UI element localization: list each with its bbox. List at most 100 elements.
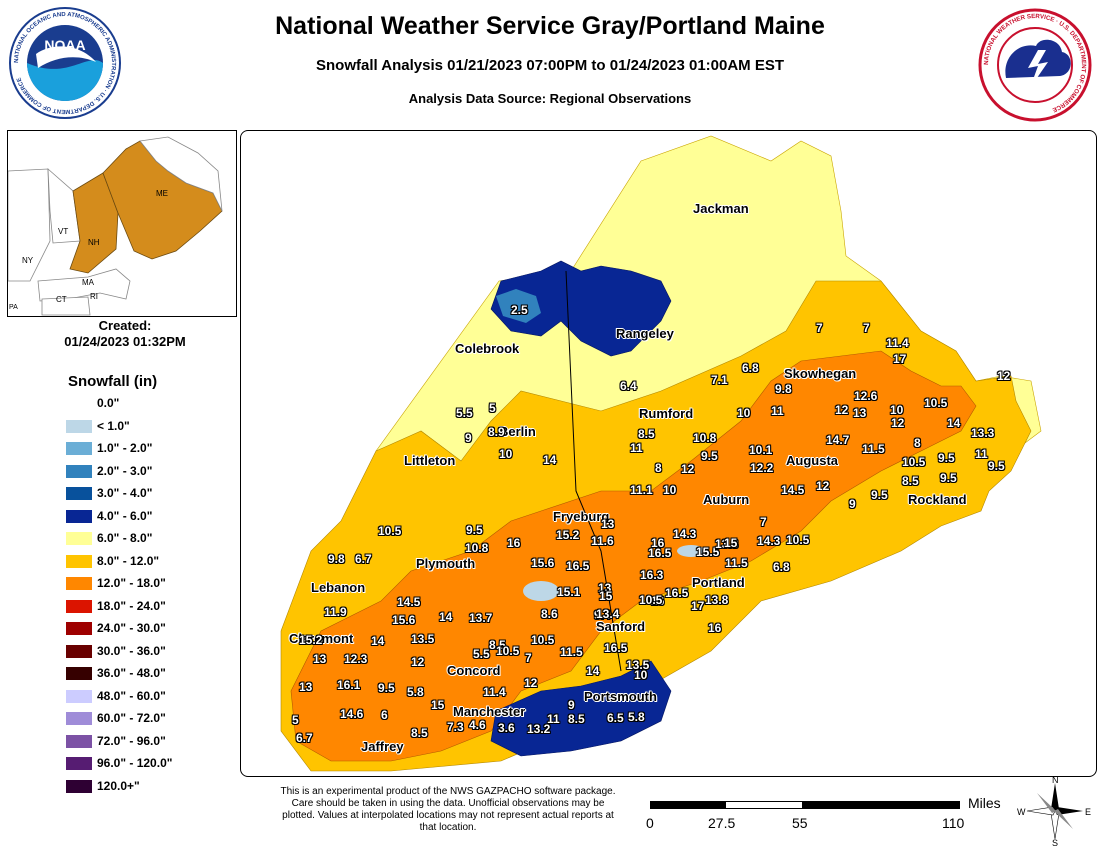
snowfall-value: 11.4 bbox=[483, 685, 506, 699]
snowfall-value: 13 bbox=[313, 652, 327, 666]
legend-swatch bbox=[66, 689, 92, 703]
legend-label: 18.0" - 24.0" bbox=[97, 598, 166, 613]
zone-4-6-north bbox=[490, 260, 672, 357]
legend-swatch bbox=[66, 734, 92, 748]
snowfall-value: 5.5 bbox=[473, 647, 490, 661]
legend-swatch bbox=[66, 712, 92, 725]
legend-swatch bbox=[66, 487, 92, 500]
snowfall-value: 17 bbox=[691, 599, 705, 613]
scale-track bbox=[650, 801, 960, 809]
legend-label: 1.0" - 2.0" bbox=[97, 441, 153, 455]
snowfall-value: 10.5 bbox=[786, 533, 810, 547]
city-label: Sanford bbox=[596, 619, 646, 634]
legend-swatch bbox=[66, 397, 92, 410]
city-label: Colebrook bbox=[455, 341, 520, 356]
legend-label: 30.0" - 36.0" bbox=[97, 643, 166, 658]
inset-label-ma: MA bbox=[82, 278, 95, 287]
city-label: Skowhegan bbox=[784, 366, 857, 381]
snowfall-value: 13 bbox=[299, 680, 313, 694]
legend-swatch bbox=[66, 442, 92, 455]
snowfall-value: 6.7 bbox=[296, 731, 313, 745]
snowfall-value: 15.6 bbox=[392, 613, 416, 627]
legend-swatch bbox=[66, 554, 92, 568]
legend-swatch bbox=[66, 577, 92, 590]
inset-label-me: ME bbox=[156, 189, 168, 198]
snowfall-value: 16.3 bbox=[640, 568, 664, 582]
legend-label: 72.0" - 96.0" bbox=[97, 733, 166, 748]
snowfall-value: 12 bbox=[835, 403, 849, 417]
city-label: Berlin bbox=[499, 424, 536, 439]
snowfall-value: 11.5 bbox=[725, 556, 748, 570]
snowfall-value: 13.5 bbox=[411, 632, 435, 646]
snowfall-value: 16 bbox=[507, 536, 521, 550]
snowfall-value: 12.6 bbox=[854, 389, 878, 403]
snowfall-value: 11.1 bbox=[630, 483, 653, 497]
snowfall-value: 10.5 bbox=[902, 455, 926, 469]
compass-w: W bbox=[1017, 807, 1026, 817]
snowfall-value: 6.5 bbox=[607, 711, 624, 725]
legend-swatch bbox=[66, 532, 92, 545]
inset-label-ny: NY bbox=[22, 256, 34, 265]
snowfall-value: 8.5 bbox=[411, 726, 428, 740]
inset-label-ct: CT bbox=[56, 295, 67, 304]
legend-label: 3.0" - 4.0" bbox=[97, 486, 153, 500]
legend-label: 4.0" - 6.0" bbox=[97, 508, 153, 523]
snowfall-value: 10.8 bbox=[465, 541, 489, 555]
snowfall-value: 12 bbox=[524, 676, 538, 690]
snowfall-value: 8 bbox=[914, 436, 921, 450]
snowfall-value: 15 bbox=[599, 589, 613, 603]
snowfall-value: 13.5 bbox=[626, 658, 650, 672]
legend-label: 48.0" - 60.0" bbox=[97, 688, 166, 703]
city-label: Rangeley bbox=[616, 326, 674, 341]
legend-label: 2.0" - 3.0" bbox=[97, 463, 153, 478]
snowfall-value: 5 bbox=[292, 713, 299, 727]
lake-winnipesaukee bbox=[523, 581, 559, 601]
city-label: Portsmouth bbox=[584, 689, 657, 704]
snowfall-value: 6.8 bbox=[773, 560, 790, 574]
snowfall-value: 10.8 bbox=[693, 431, 717, 445]
snowfall-value: 7 bbox=[760, 515, 767, 529]
snowfall-value: 16.5 bbox=[648, 546, 672, 560]
snowfall-value: 12 bbox=[816, 479, 830, 493]
snowfall-value: 10.5 bbox=[531, 633, 555, 647]
snowfall-value: 6 bbox=[381, 708, 388, 722]
snowfall-value: 6.4 bbox=[620, 379, 637, 393]
city-label: Plymouth bbox=[416, 556, 476, 571]
legend-label: 24.0" - 30.0" bbox=[97, 621, 166, 635]
snowfall-value: 14 bbox=[586, 664, 600, 678]
snowfall-value: 9.5 bbox=[466, 523, 483, 537]
snowfall-value: 16 bbox=[708, 621, 722, 635]
noaa-logo: NATIONAL OCEANIC AND ATMOSPHERIC ADMINIS… bbox=[9, 7, 121, 119]
legend-label: 120.0+" bbox=[97, 778, 140, 793]
inset-label-ri: RI bbox=[90, 292, 98, 301]
legend-label: 96.0" - 120.0" bbox=[97, 756, 173, 770]
snowfall-map: Jackman Rangeley Colebrook Skowhegan Rumford… bbox=[240, 130, 1097, 777]
snowfall-value: 12.2 bbox=[750, 461, 774, 475]
snowfall-value: 11.5 bbox=[560, 645, 583, 659]
legend-label: 36.0" - 48.0" bbox=[97, 666, 166, 680]
page-title: National Weather Service Gray/Portland M… bbox=[275, 12, 825, 40]
zone-2-3-north bbox=[496, 289, 541, 323]
snowfall-value: 10 bbox=[890, 403, 904, 417]
scale-tick-2: 55 bbox=[792, 815, 808, 831]
legend-label: 12.0" - 18.0" bbox=[97, 576, 166, 590]
legend-label: < 1.0" bbox=[97, 418, 130, 433]
snowfall-value: 11 bbox=[975, 447, 988, 461]
lake-sebago bbox=[677, 545, 705, 557]
legend-swatch bbox=[66, 599, 92, 613]
snowfall-value: 14.6 bbox=[340, 707, 364, 721]
snowfall-value: 12 bbox=[891, 416, 905, 430]
snowfall-value: 9.5 bbox=[378, 681, 395, 695]
scale-tick-3: 110 bbox=[942, 815, 965, 831]
snowfall-value: 6.7 bbox=[355, 552, 372, 566]
snowfall-value: 16 bbox=[651, 594, 665, 608]
scale-unit: Miles bbox=[968, 795, 1001, 811]
inset-label-pa: PA bbox=[9, 304, 18, 311]
snowfall-value: 5.8 bbox=[407, 685, 424, 699]
snowfall-value: 14 bbox=[371, 634, 385, 648]
snowfall-value: 15.5 bbox=[696, 545, 720, 559]
snowfall-value: 9.8 bbox=[328, 552, 345, 566]
snowfall-value: 9.5 bbox=[988, 459, 1005, 473]
snowfall-value: 11 bbox=[547, 712, 560, 726]
state-line bbox=[565, 270, 622, 672]
